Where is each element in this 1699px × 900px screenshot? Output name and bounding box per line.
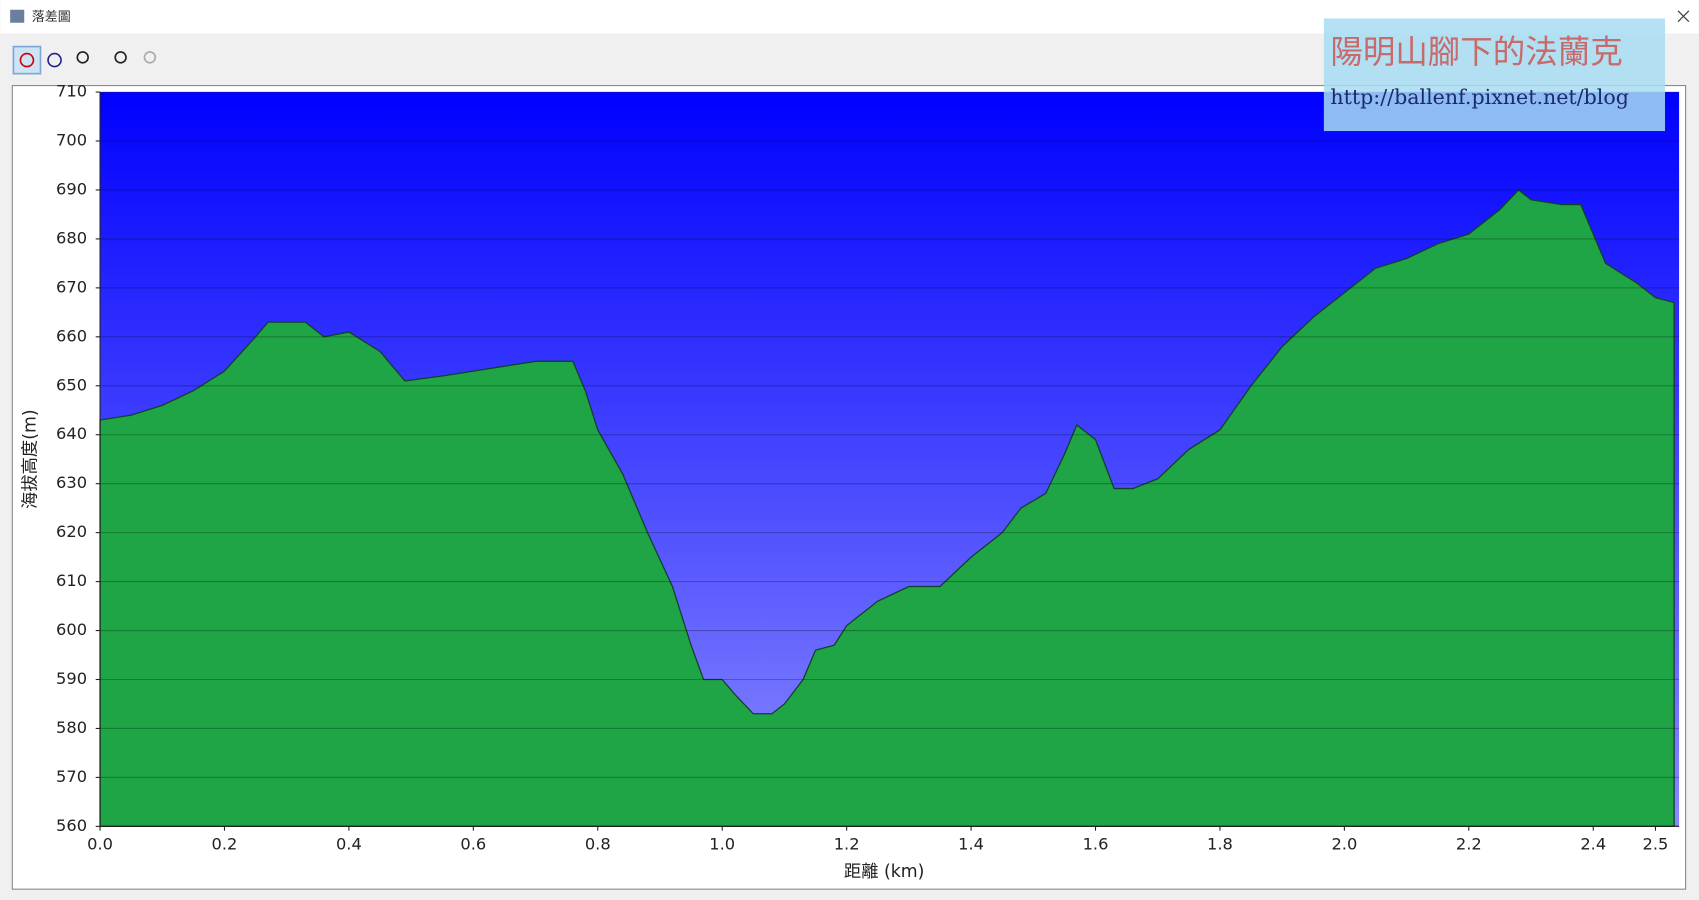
y-tick-label: 700: [56, 131, 87, 150]
tool-zoom-out[interactable]: [143, 51, 157, 64]
x-tick-label: 1.2: [834, 834, 860, 853]
y-tick-label: 600: [56, 620, 87, 639]
y-tick-label: 640: [56, 424, 87, 443]
y-tick-label: 660: [56, 326, 87, 345]
y-tick-label: 630: [56, 473, 87, 492]
y-tick-label: 590: [56, 669, 87, 688]
tool-icon: [19, 52, 35, 68]
y-tick-label: 580: [56, 718, 87, 737]
y-tick-label: 710: [56, 82, 87, 101]
y-tick-label: 570: [56, 767, 87, 786]
x-axis-label: 距離 (km): [844, 862, 925, 882]
x-tick-label: 0.2: [212, 834, 238, 853]
x-tick-label: 0.8: [585, 834, 611, 853]
y-tick-label: 680: [56, 228, 87, 247]
watermark-url: http://ballenf.pixnet.net/blog: [1330, 85, 1629, 109]
y-tick-label: 670: [56, 277, 87, 296]
x-tick-label: 0.0: [87, 834, 113, 853]
x-tick-label: 0.4: [336, 834, 362, 853]
watermark-name: 陽明山腳下的法蘭克: [1330, 33, 1622, 71]
tool-zoom-in[interactable]: [114, 51, 127, 64]
tool-zoom-rect[interactable]: [76, 51, 89, 64]
x-tick-label: 2.0: [1331, 834, 1357, 853]
y-tick-label: 690: [56, 179, 87, 198]
elevation-area: [99, 189, 1675, 828]
x-tick-label: 1.8: [1207, 834, 1233, 853]
y-tick-label: 610: [56, 571, 87, 590]
x-tick-label: 0.6: [460, 834, 486, 853]
y-axis-label: 海拔高度(m): [21, 409, 41, 509]
x-tick-label: 1.0: [709, 834, 735, 853]
x-tick-label: 2.2: [1456, 834, 1482, 853]
watermark-box: [1323, 18, 1666, 132]
x-tick-label: 2.4: [1580, 834, 1606, 853]
close-button[interactable]: [1677, 10, 1690, 23]
toolbar: [12, 45, 157, 75]
tool-select[interactable]: [12, 45, 42, 75]
x-tick-label: 1.6: [1083, 834, 1109, 853]
x-tick-label: 1.4: [958, 834, 984, 853]
y-tick-label: 650: [56, 375, 87, 394]
y-tick-label: 620: [56, 522, 87, 541]
window-title: 落差圖: [32, 10, 71, 25]
app-icon: [10, 9, 25, 23]
y-tick-label: 560: [56, 816, 87, 835]
tool-crosshair[interactable]: [47, 52, 62, 68]
x-tick-label: 2.5: [1643, 834, 1669, 853]
